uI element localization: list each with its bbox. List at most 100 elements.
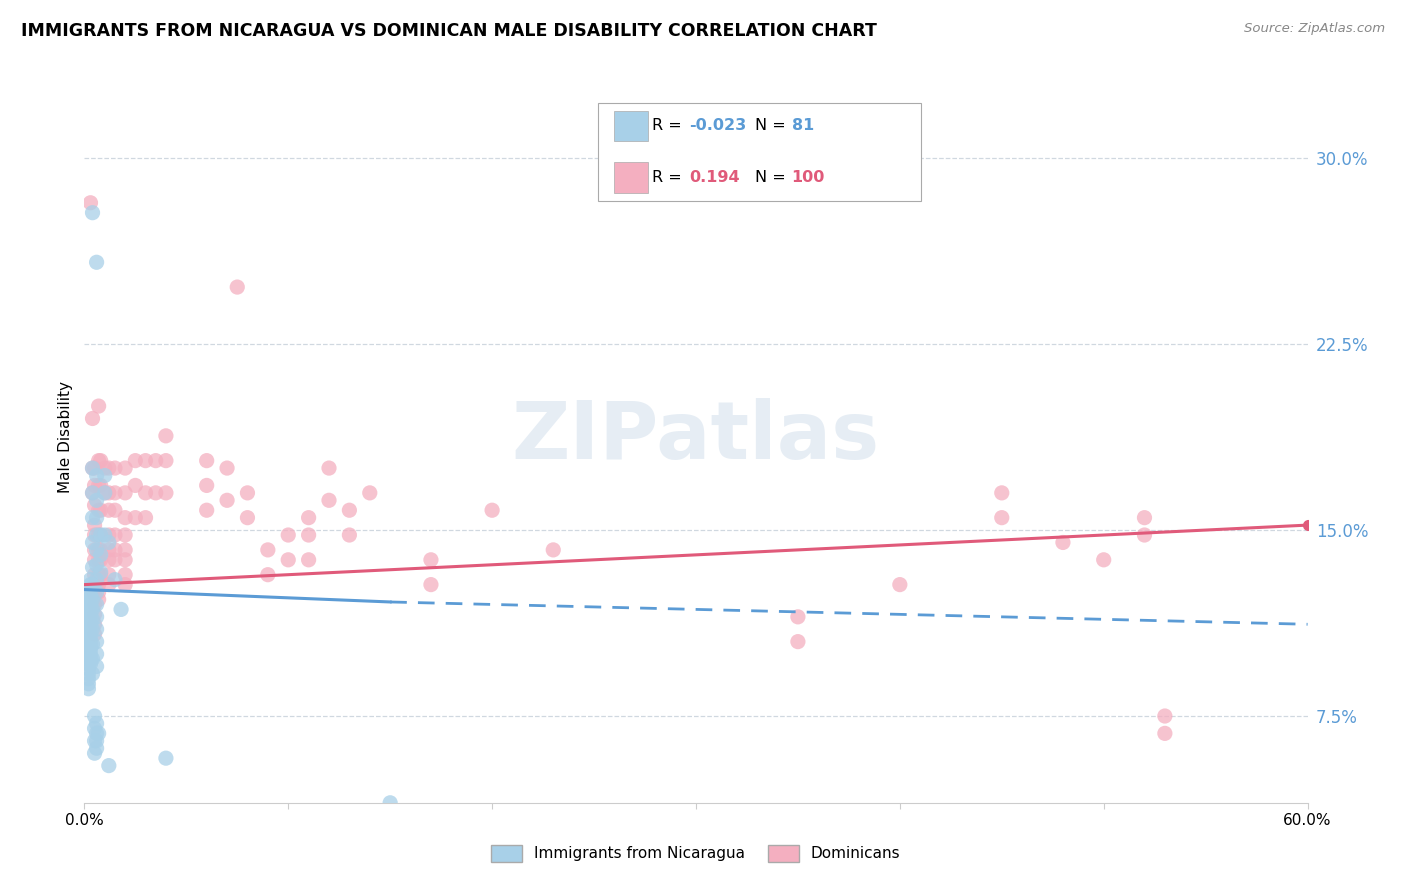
- Point: [114, 567, 136, 582]
- Point: [83, 746, 105, 760]
- Point: [195, 478, 218, 492]
- Point: [93, 486, 115, 500]
- Point: [86, 558, 108, 572]
- Point: [277, 553, 299, 567]
- Point: [380, 796, 402, 810]
- Point: [79, 632, 101, 647]
- Point: [77, 677, 100, 691]
- Point: [83, 617, 105, 632]
- Point: [87, 553, 110, 567]
- Point: [135, 486, 157, 500]
- Point: [90, 542, 112, 557]
- Point: [82, 612, 104, 626]
- Point: [236, 486, 259, 500]
- Point: [86, 741, 108, 756]
- Point: [77, 681, 100, 696]
- Point: [77, 598, 100, 612]
- Point: [86, 528, 108, 542]
- Point: [79, 602, 101, 616]
- Point: [79, 598, 101, 612]
- Point: [77, 632, 100, 647]
- Point: [114, 553, 136, 567]
- Point: [90, 565, 112, 579]
- Point: [83, 709, 105, 723]
- Point: [82, 592, 104, 607]
- Point: [104, 542, 127, 557]
- Point: [82, 652, 104, 666]
- Point: [87, 453, 110, 467]
- Point: [97, 758, 120, 772]
- Point: [114, 577, 136, 591]
- Point: [83, 553, 105, 567]
- Point: [82, 637, 104, 651]
- Legend: Immigrants from Nicaragua, Dominicans: Immigrants from Nicaragua, Dominicans: [485, 838, 907, 868]
- Point: [83, 478, 105, 492]
- Point: [298, 528, 321, 542]
- Point: [97, 535, 120, 549]
- Point: [93, 461, 115, 475]
- Point: [481, 503, 503, 517]
- Point: [114, 510, 136, 524]
- Point: [155, 751, 177, 765]
- Point: [77, 637, 100, 651]
- Text: N =: N =: [755, 119, 792, 133]
- Point: [86, 634, 108, 648]
- Point: [82, 577, 104, 591]
- Point: [86, 734, 108, 748]
- Point: [1092, 553, 1115, 567]
- Point: [86, 493, 108, 508]
- Point: [236, 510, 259, 524]
- Point: [82, 602, 104, 616]
- Point: [359, 486, 381, 500]
- Point: [543, 542, 565, 557]
- Point: [79, 573, 101, 587]
- Point: [86, 255, 108, 269]
- Point: [155, 429, 177, 443]
- Point: [114, 486, 136, 500]
- Point: [87, 585, 110, 599]
- Point: [79, 588, 101, 602]
- Point: [97, 528, 120, 542]
- Point: [155, 486, 177, 500]
- Point: [83, 498, 105, 512]
- Point: [77, 652, 100, 666]
- Point: [87, 478, 110, 492]
- Point: [87, 503, 110, 517]
- Point: [145, 453, 167, 467]
- Point: [124, 478, 146, 492]
- Point: [83, 734, 105, 748]
- Point: [787, 634, 810, 648]
- Point: [79, 647, 101, 661]
- Point: [991, 486, 1014, 500]
- Point: [82, 205, 104, 219]
- Point: [97, 486, 120, 500]
- Text: IMMIGRANTS FROM NICARAGUA VS DOMINICAN MALE DISABILITY CORRELATION CHART: IMMIGRANTS FROM NICARAGUA VS DOMINICAN M…: [21, 22, 877, 40]
- Point: [339, 503, 361, 517]
- Point: [97, 461, 120, 475]
- Point: [82, 486, 104, 500]
- Point: [79, 622, 101, 636]
- Point: [86, 622, 108, 636]
- Point: [114, 528, 136, 542]
- Point: [277, 528, 299, 542]
- Point: [77, 612, 100, 626]
- Point: [93, 468, 115, 483]
- Point: [83, 577, 105, 591]
- Point: [90, 567, 112, 582]
- Y-axis label: Male Disability: Male Disability: [58, 381, 73, 493]
- Point: [104, 553, 127, 567]
- Point: [79, 652, 101, 666]
- Point: [318, 461, 340, 475]
- Point: [90, 503, 112, 517]
- Text: ZIPatlas: ZIPatlas: [512, 398, 880, 476]
- Point: [86, 726, 108, 740]
- Text: Source: ZipAtlas.com: Source: ZipAtlas.com: [1244, 22, 1385, 36]
- Text: -0.023: -0.023: [689, 119, 747, 133]
- Point: [79, 195, 101, 210]
- Point: [90, 528, 112, 542]
- Point: [787, 610, 810, 624]
- Point: [991, 510, 1014, 524]
- Point: [79, 637, 101, 651]
- Point: [79, 577, 101, 591]
- Point: [110, 602, 132, 616]
